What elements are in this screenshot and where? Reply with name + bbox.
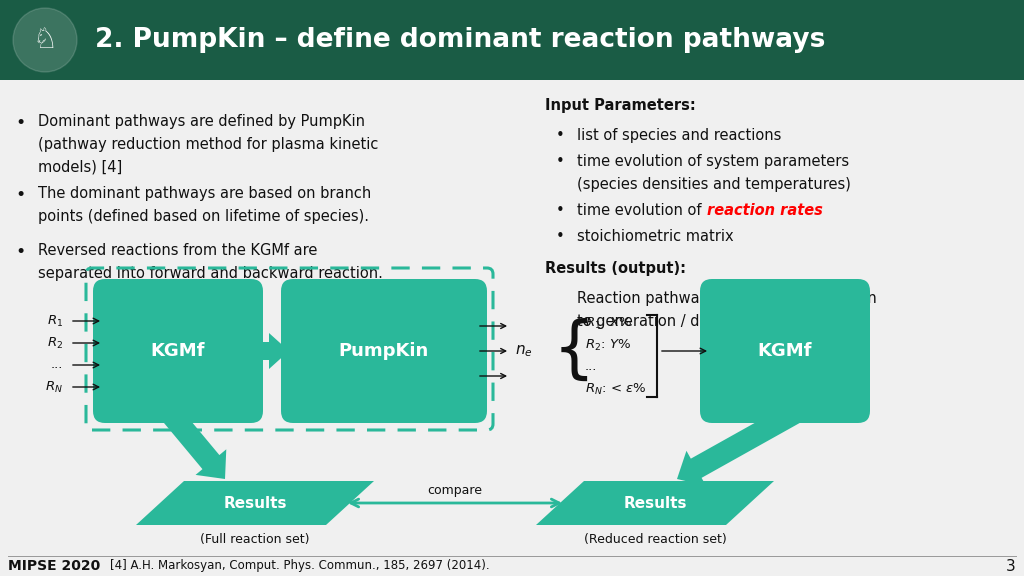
Text: ♘: ♘ <box>33 26 57 54</box>
Text: PumpKin: PumpKin <box>339 342 429 360</box>
Text: $R_2$: $Y$%: $R_2$: $Y$% <box>585 338 631 353</box>
Text: {: { <box>553 318 596 384</box>
Text: Results: Results <box>624 495 687 510</box>
Text: $R_N$: $R_N$ <box>45 380 63 395</box>
Text: The dominant pathways are based on branch: The dominant pathways are based on branc… <box>38 186 372 201</box>
Text: $R_1$: $R_1$ <box>47 313 63 328</box>
Text: •: • <box>556 154 564 169</box>
Text: KGMf: KGMf <box>758 342 812 360</box>
Text: (Full reaction set): (Full reaction set) <box>201 533 309 546</box>
Text: models) [4]: models) [4] <box>38 160 122 175</box>
Polygon shape <box>253 333 289 369</box>
Text: •: • <box>15 243 26 261</box>
Text: $R_1$: $X$%: $R_1$: $X$% <box>585 316 632 331</box>
Text: ...: ... <box>50 358 63 372</box>
Text: stoichiometric matrix: stoichiometric matrix <box>577 229 733 244</box>
Circle shape <box>13 8 77 72</box>
Text: $R_2$: $R_2$ <box>47 335 63 351</box>
Text: •: • <box>556 229 564 244</box>
FancyBboxPatch shape <box>93 279 263 423</box>
Text: KGMf: KGMf <box>151 342 205 360</box>
FancyBboxPatch shape <box>0 0 1024 80</box>
Text: Dominant pathways are defined by PumpKin: Dominant pathways are defined by PumpKin <box>38 114 365 129</box>
Polygon shape <box>136 481 374 525</box>
Text: Reversed reactions from the KGMf are: Reversed reactions from the KGMf are <box>38 243 317 258</box>
Text: compare: compare <box>427 484 482 497</box>
Text: Reaction pathway with their contribution: Reaction pathway with their contribution <box>577 291 877 306</box>
Polygon shape <box>536 481 774 525</box>
Text: reaction rates: reaction rates <box>707 203 823 218</box>
Text: separated into forward and backward reaction.: separated into forward and backward reac… <box>38 266 383 281</box>
Text: MIPSE 2020: MIPSE 2020 <box>8 559 100 573</box>
Text: (Reduced reaction set): (Reduced reaction set) <box>584 533 726 546</box>
Text: (species densities and temperatures): (species densities and temperatures) <box>577 177 851 192</box>
Polygon shape <box>677 403 801 486</box>
Text: list of species and reactions: list of species and reactions <box>577 128 781 143</box>
Text: $n_e$: $n_e$ <box>515 343 532 359</box>
Text: 2. PumpKin – define dominant reaction pathways: 2. PumpKin – define dominant reaction pa… <box>95 27 825 53</box>
Text: •: • <box>556 203 564 218</box>
Text: $R_N$: < $\varepsilon$%: $R_N$: < $\varepsilon$% <box>585 381 646 396</box>
Text: time evolution of system parameters: time evolution of system parameters <box>577 154 849 169</box>
Text: •: • <box>15 186 26 204</box>
FancyBboxPatch shape <box>281 279 487 423</box>
Text: (pathway reduction method for plasma kinetic: (pathway reduction method for plasma kin… <box>38 137 379 152</box>
Text: to generation / destruction of species: to generation / destruction of species <box>577 314 852 329</box>
Text: Input Parameters:: Input Parameters: <box>545 98 695 113</box>
Text: [4] A.H. Markosyan, Comput. Phys. Commun., 185, 2697 (2014).: [4] A.H. Markosyan, Comput. Phys. Commun… <box>110 559 489 572</box>
Text: ...: ... <box>585 361 597 373</box>
Text: 3: 3 <box>1007 559 1016 574</box>
Text: time evolution of: time evolution of <box>577 203 707 218</box>
Polygon shape <box>162 406 226 479</box>
Text: Results: Results <box>223 495 287 510</box>
Text: •: • <box>15 114 26 132</box>
Text: Results (output):: Results (output): <box>545 261 686 276</box>
Text: points (defined based on lifetime of species).: points (defined based on lifetime of spe… <box>38 209 369 224</box>
Text: •: • <box>556 128 564 143</box>
FancyBboxPatch shape <box>700 279 870 423</box>
